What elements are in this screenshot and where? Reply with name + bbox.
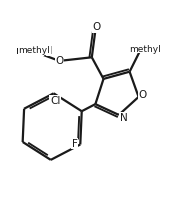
Text: methyl: methyl <box>18 46 50 55</box>
Text: O: O <box>55 56 64 66</box>
Text: O: O <box>92 23 100 33</box>
Text: N: N <box>120 113 128 122</box>
Text: O: O <box>138 90 147 100</box>
Text: methyl: methyl <box>16 46 52 56</box>
Text: F: F <box>72 138 77 148</box>
Text: O: O <box>92 22 100 32</box>
Text: Cl: Cl <box>50 96 60 106</box>
Text: O: O <box>55 56 64 66</box>
Text: methyl: methyl <box>130 45 161 54</box>
Text: methyl: methyl <box>15 46 51 56</box>
